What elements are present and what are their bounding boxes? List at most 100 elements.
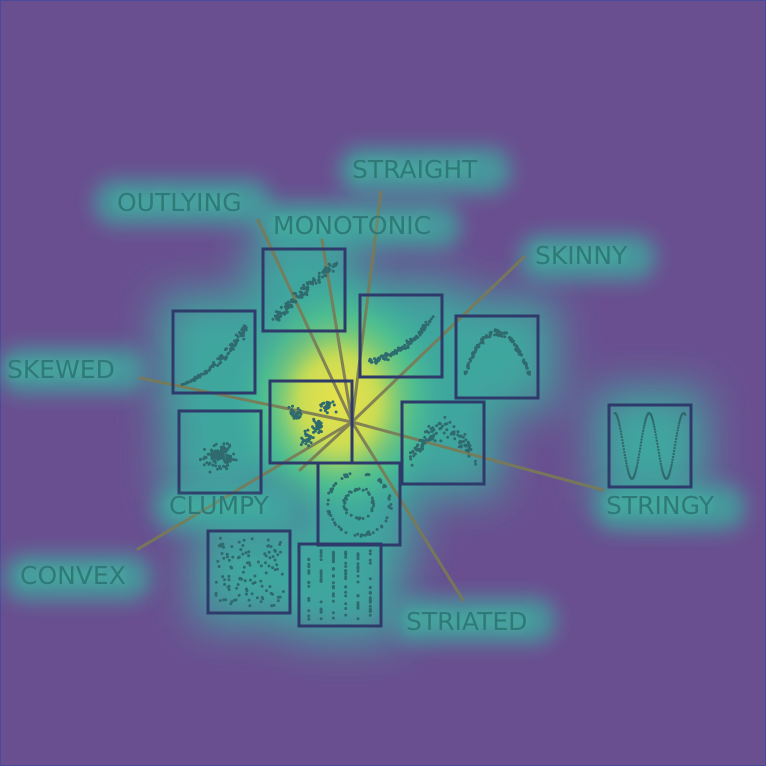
thumbnail-dot xyxy=(232,458,236,462)
thumbnail-dot xyxy=(658,457,662,460)
thumbnail-dot xyxy=(311,425,314,429)
thumbnail-dot xyxy=(467,366,470,370)
thumbnail-dot xyxy=(618,422,621,426)
thumbnail-dot xyxy=(415,444,419,448)
thumbnail-dot xyxy=(624,456,627,460)
axis-outlying xyxy=(256,218,354,424)
thumbnail-dot xyxy=(205,461,209,465)
thumbnail-dot xyxy=(445,428,449,432)
thumbnail-dot xyxy=(218,536,222,540)
thumbnail-dot xyxy=(368,577,372,581)
thumbnail-dot xyxy=(319,608,323,612)
thumbnail-dot xyxy=(623,451,626,454)
thumbnail-dot xyxy=(671,455,675,459)
thumbnail-dot xyxy=(657,448,660,451)
thumbnail-dot xyxy=(432,428,436,432)
thumbnail-dot xyxy=(344,594,348,598)
thumbnail-dot xyxy=(448,420,452,424)
thumbnail-dot xyxy=(382,483,386,487)
thumbnail-dot xyxy=(231,555,235,559)
thumbnail-frame xyxy=(268,379,354,465)
thumbnail-dot xyxy=(244,592,248,596)
thumbnail-dot xyxy=(260,584,264,588)
thumbnail-dot xyxy=(287,405,291,409)
thumbnail-dot xyxy=(317,271,321,275)
thumbnail-spread-cloud xyxy=(177,409,263,495)
thumbnail-dot xyxy=(421,447,425,451)
thumbnail-dot xyxy=(424,320,428,324)
thumbnail-dot xyxy=(220,448,224,452)
thumbnail-dot xyxy=(286,302,290,306)
thumbnail-dot xyxy=(370,496,374,500)
thumbnail-dot xyxy=(290,305,294,309)
thumbnail-dot xyxy=(221,464,225,468)
thumbnail-dot xyxy=(273,568,277,572)
thumbnail-dot xyxy=(361,517,365,520)
thumbnail-dot xyxy=(229,457,233,461)
thumbnail-dot xyxy=(386,358,390,362)
thumbnail-dot xyxy=(368,552,372,556)
thumbnail-dot xyxy=(222,556,226,560)
svg-text:SKINNY: SKINNY xyxy=(535,241,628,270)
thumbnail-dot xyxy=(228,454,231,458)
thumbnail-dot xyxy=(344,565,348,568)
thumbnail-frame xyxy=(400,400,486,486)
thumbnail-dot xyxy=(239,548,243,552)
thumbnail-dot xyxy=(226,585,230,589)
thumbnail-dot xyxy=(474,348,478,352)
thumbnail-dot xyxy=(422,328,426,332)
thumbnail-dot xyxy=(525,366,529,370)
thumbnail-dot xyxy=(371,531,375,535)
thumbnail-dot xyxy=(319,579,323,583)
thumbnail-dot xyxy=(227,351,231,355)
axis-skinny xyxy=(350,255,526,424)
thumbnail-dot xyxy=(674,437,678,441)
thumbnail-dot xyxy=(301,440,305,444)
thumbnail-dot xyxy=(409,457,413,461)
thumbnail-dot xyxy=(232,452,236,456)
thumbnail-dot xyxy=(640,435,644,438)
thumbnail-dot xyxy=(487,335,491,339)
thumbnail-dot xyxy=(463,443,467,447)
thumbnail-dot xyxy=(673,443,677,447)
thumbnail-dot xyxy=(283,305,287,309)
thumbnail-dot xyxy=(202,463,206,467)
thumbnail-dot xyxy=(332,484,336,488)
thumbnail-dot xyxy=(344,607,348,610)
thumbnail-dot xyxy=(307,584,311,588)
thumbnail-dot xyxy=(659,462,663,466)
thumbnail-dot xyxy=(324,404,328,408)
thumbnail-dot xyxy=(220,454,224,458)
thumbnail-dot xyxy=(309,441,313,445)
thumbnail-dot xyxy=(528,370,532,374)
thumbnail-dot xyxy=(222,545,226,549)
thumbnail-dot xyxy=(344,602,348,606)
thumbnail-dot xyxy=(214,591,218,595)
thumbnail-dot xyxy=(239,332,243,336)
thumbnail-dot xyxy=(199,458,202,462)
thumbnail-dot xyxy=(345,511,348,515)
thumbnail-dot xyxy=(484,334,488,337)
thumbnail-dot xyxy=(521,359,525,363)
thumbnail-dot xyxy=(325,400,329,404)
thumbnail-dot xyxy=(410,463,414,467)
svg-text:CONVEX: CONVEX xyxy=(20,561,126,590)
thumbnail-dot xyxy=(675,432,679,435)
thumbnail-dot xyxy=(423,430,427,434)
thumbnail-dot xyxy=(334,410,338,414)
thumbnail-dot xyxy=(280,572,284,576)
thumbnail-dot xyxy=(435,424,439,428)
thumbnail-dot xyxy=(661,469,664,472)
thumbnail-dot xyxy=(674,440,677,444)
thumbnail-dot xyxy=(356,601,360,605)
thumbnail-dot xyxy=(626,469,630,472)
thumbnail-dot xyxy=(319,425,323,429)
thumbnail-dot xyxy=(307,614,311,618)
thumbnail-dot xyxy=(222,442,226,446)
thumbnail-dot xyxy=(225,442,229,446)
thumbnail-dot xyxy=(307,596,311,600)
thumbnail-dot xyxy=(331,269,335,273)
thumbnail-dot xyxy=(234,598,238,602)
thumbnail-dot xyxy=(375,528,379,531)
